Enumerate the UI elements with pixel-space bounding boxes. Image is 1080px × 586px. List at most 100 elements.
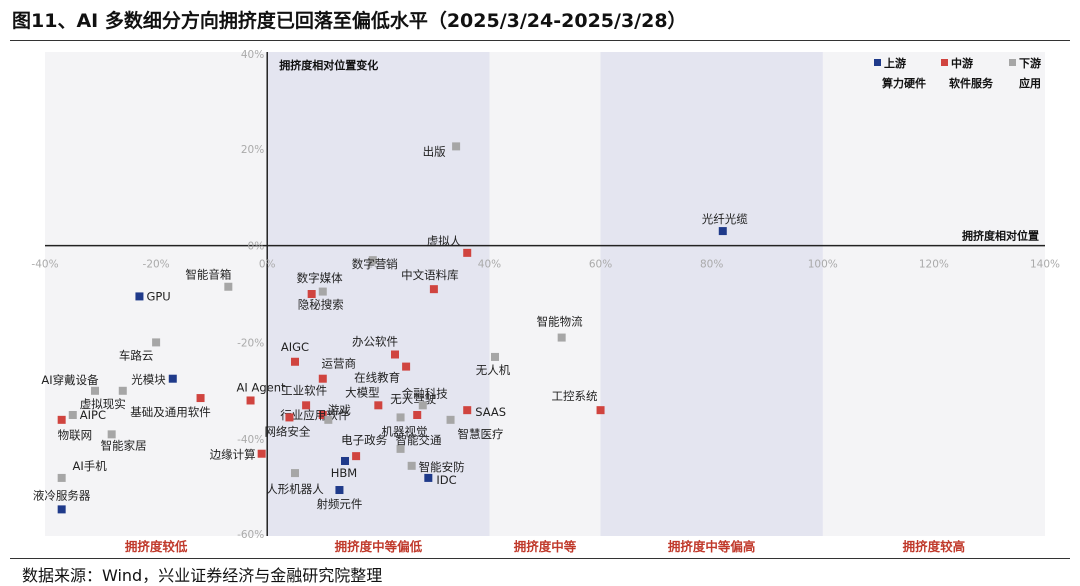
point-marker-30 — [152, 338, 161, 347]
point-marker-5 — [335, 486, 344, 495]
point-marker-19 — [318, 411, 327, 419]
point-marker-39 — [446, 415, 455, 424]
legend-sub-1: 软件服务 — [949, 76, 994, 90]
point-marker-42 — [407, 461, 416, 470]
point-marker-8 — [429, 285, 438, 294]
point-marker-36 — [324, 415, 333, 424]
point-label-17: 大模型 — [345, 385, 380, 399]
point-label-40: 智能家居 — [101, 438, 147, 452]
chart-title: 图11、AI 多数细分方向拥挤度已回落至偏低水平（2025/3/24-2025/… — [12, 10, 687, 32]
point-marker-34 — [118, 386, 127, 395]
point-marker-0 — [718, 227, 727, 236]
zone-band-3 — [600, 52, 823, 536]
point-label-37: 金融科技 — [402, 386, 448, 400]
point-marker-23 — [57, 415, 66, 424]
zone-band-1 — [267, 52, 490, 536]
x-tick-label-6: 80% — [700, 259, 723, 271]
point-label-15: 基础及通用软件 — [130, 405, 211, 419]
zone-label-0: 拥挤度较低 — [125, 539, 188, 554]
point-marker-11 — [391, 350, 399, 359]
point-label-3: 液冷服务器 — [33, 488, 91, 502]
point-marker-28 — [318, 287, 327, 296]
plot-background — [45, 52, 1045, 536]
point-marker-10 — [291, 357, 299, 366]
point-label-42: 智能安防 — [419, 460, 465, 474]
point-label-23: 物联网 — [58, 428, 93, 442]
point-marker-12 — [402, 362, 411, 371]
point-marker-3 — [57, 505, 66, 514]
point-marker-9 — [307, 290, 316, 298]
point-marker-44 — [57, 473, 66, 482]
point-label-11: 办公软件 — [352, 335, 398, 349]
legend-marker-1 — [941, 59, 948, 66]
point-label-10: AIGC — [281, 340, 309, 354]
point-label-12: 在线教育 — [354, 371, 400, 385]
point-marker-41 — [396, 444, 405, 453]
point-marker-26 — [452, 142, 461, 151]
legend-marker-2 — [1009, 59, 1016, 66]
point-label-36: 游戏 — [328, 403, 351, 417]
point-marker-38 — [396, 413, 405, 422]
point-marker-37 — [418, 401, 427, 410]
x-tick-label-9: 140% — [1030, 259, 1060, 271]
point-label-41: 智能交通 — [396, 433, 442, 447]
point-label-5: 射频元件 — [316, 497, 362, 511]
point-marker-43 — [291, 469, 299, 478]
point-marker-27 — [368, 256, 377, 265]
point-label-2: 光模块 — [131, 373, 166, 387]
point-marker-25 — [352, 452, 361, 461]
point-label-24: 边缘计算 — [210, 448, 256, 462]
zone-label-3: 拥挤度中等偏高 — [668, 539, 756, 554]
y-tick-label-4: -40% — [237, 434, 264, 446]
point-marker-7 — [463, 248, 472, 257]
point-label-13: 运营商 — [322, 357, 357, 371]
x-tick-label-8: 120% — [919, 259, 949, 271]
point-marker-32 — [491, 352, 499, 361]
point-label-32: 无人机 — [476, 363, 511, 377]
point-label-44: AI手机 — [73, 459, 108, 473]
point-marker-13 — [318, 374, 327, 383]
point-label-39: 智慧医疗 — [458, 427, 504, 441]
point-marker-29 — [224, 282, 233, 291]
data-source-note: 数据来源：Wind，兴业证券经济与金融研究院整理 — [22, 566, 383, 585]
point-marker-35 — [68, 411, 77, 419]
x-axis-title: 拥挤度相对位置 — [962, 229, 1039, 243]
x-tick-label-0: -40% — [31, 259, 58, 271]
point-marker-14 — [246, 396, 255, 405]
point-marker-33 — [91, 386, 99, 395]
point-marker-6 — [424, 473, 433, 482]
point-label-34: 虚拟现实 — [80, 397, 126, 411]
point-marker-4 — [341, 456, 349, 465]
x-tick-label-5: 60% — [589, 259, 612, 271]
title-divider — [10, 40, 1070, 41]
legend-marker-0 — [874, 59, 881, 66]
point-label-6: IDC — [436, 473, 456, 487]
point-label-0: 光纤光缆 — [702, 212, 748, 226]
point-label-22: 工控系统 — [552, 389, 598, 403]
point-label-7: 虚拟人 — [427, 234, 462, 248]
y-tick-label-0: 40% — [241, 49, 264, 61]
point-marker-18 — [413, 411, 422, 419]
point-marker-22 — [596, 406, 605, 415]
point-label-35: AIPC — [80, 408, 106, 422]
point-marker-16 — [302, 401, 311, 410]
y-tick-label-1: 20% — [241, 144, 264, 156]
point-label-38: 机器视觉 — [382, 424, 428, 438]
point-label-16: 工业软件 — [281, 383, 327, 397]
point-label-31: 智能物流 — [537, 315, 583, 329]
x-tick-label-4: 40% — [478, 259, 501, 271]
point-label-8: 中文语料库 — [401, 268, 459, 282]
y-tick-label-2: 0% — [248, 241, 265, 253]
point-marker-17 — [374, 401, 383, 410]
x-tick-label-2: 0% — [259, 259, 276, 271]
legend-sub-0: 算力硬件 — [881, 76, 926, 90]
point-marker-15 — [196, 394, 205, 403]
y-tick-label-5: -60% — [237, 529, 264, 541]
y-axis-title: 拥挤度相对位置变化 — [279, 58, 378, 72]
point-label-4: HBM — [331, 466, 357, 480]
legend-name-0: 上游 — [884, 56, 906, 70]
point-label-29: 智能音箱 — [185, 268, 231, 282]
point-label-43: 人形机器人 — [266, 482, 324, 496]
legend-name-2: 下游 — [1019, 56, 1041, 70]
